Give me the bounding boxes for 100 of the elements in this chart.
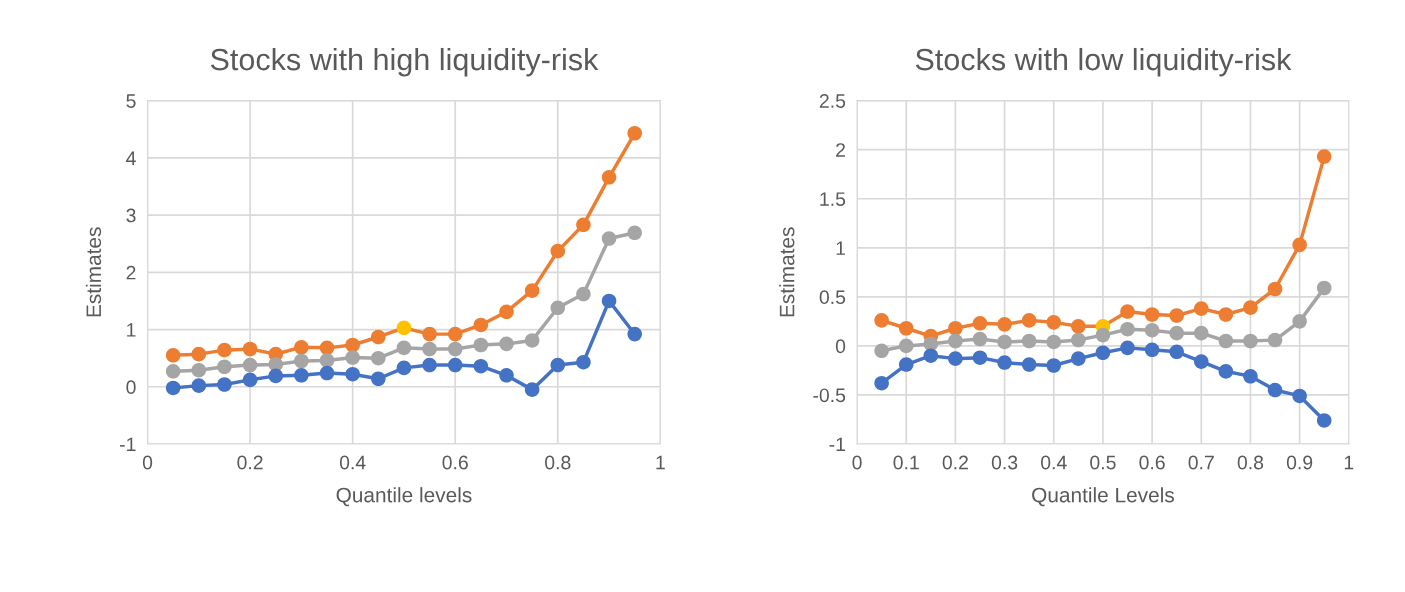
point — [1316, 280, 1332, 296]
x-tick-label: 0 — [852, 455, 862, 470]
point — [319, 353, 335, 368]
point — [972, 331, 988, 347]
point — [1120, 340, 1135, 356]
point — [627, 225, 642, 241]
point — [1267, 281, 1283, 297]
point — [898, 320, 914, 336]
y-tick-label: 0.5 — [819, 290, 846, 305]
point — [576, 354, 591, 370]
point — [165, 380, 181, 396]
point — [1193, 354, 1209, 369]
x-tick-label: 0.9 — [1286, 455, 1313, 470]
point — [242, 341, 258, 357]
x-axis-title: Quantile levels — [336, 487, 472, 507]
point — [1046, 334, 1062, 350]
point — [345, 337, 360, 353]
point — [1021, 333, 1037, 349]
point — [447, 357, 463, 373]
point — [1243, 333, 1258, 349]
point — [217, 359, 232, 375]
point — [1046, 358, 1062, 373]
y-tick-label: 1 — [127, 323, 136, 337]
x-tick-label: 0 — [142, 455, 153, 470]
point — [874, 375, 889, 391]
point — [371, 329, 386, 345]
x-tick-label: 0.1 — [893, 455, 919, 470]
point — [1193, 301, 1209, 316]
y-tick-label: 2 — [836, 143, 845, 157]
point — [499, 336, 514, 352]
point — [948, 351, 963, 366]
y-axis-title: Estimates — [85, 227, 102, 317]
x-tick-label: 0.4 — [1041, 455, 1067, 470]
point — [447, 326, 463, 342]
point — [396, 340, 412, 356]
point — [1071, 332, 1086, 348]
point — [997, 334, 1012, 350]
point — [242, 357, 258, 373]
point — [948, 320, 963, 336]
point — [898, 338, 914, 354]
point — [191, 378, 207, 393]
point — [1243, 300, 1258, 315]
point — [550, 243, 566, 259]
point — [217, 342, 232, 358]
point — [191, 346, 207, 362]
x-tick-label: 0.7 — [1188, 455, 1214, 470]
point — [923, 348, 939, 363]
point — [345, 366, 360, 382]
point — [473, 337, 489, 353]
point — [165, 364, 181, 379]
y-axis-title: Estimates — [779, 227, 795, 317]
point — [371, 371, 386, 387]
point — [422, 341, 437, 357]
point — [1292, 237, 1307, 253]
point — [1316, 413, 1332, 428]
point — [499, 368, 514, 383]
point — [1021, 313, 1037, 328]
point — [601, 170, 617, 185]
x-tick-label: 0.2 — [237, 455, 263, 470]
y-tick-label: 1.5 — [820, 192, 846, 206]
point — [294, 353, 309, 369]
point — [524, 333, 540, 348]
x-tick-label: 1 — [1344, 455, 1354, 470]
point — [997, 355, 1012, 370]
point — [1071, 318, 1086, 334]
x-axis-title: Quantile Levels — [1032, 487, 1174, 507]
x-tick-label: 0.6 — [442, 455, 468, 470]
y-tick-label: 3 — [126, 208, 136, 223]
y-tick-label: 1 — [836, 241, 845, 255]
point — [371, 350, 386, 366]
y-tick-label: -1 — [829, 437, 845, 452]
point — [1120, 321, 1135, 337]
point — [1095, 327, 1111, 343]
point — [1193, 325, 1209, 341]
point — [1316, 149, 1332, 164]
point — [165, 348, 181, 363]
point — [499, 304, 514, 320]
point — [1144, 322, 1160, 338]
point — [874, 343, 889, 359]
point — [1267, 382, 1283, 398]
point — [524, 283, 540, 298]
chart-title: Stocks with high liquidity-risk — [210, 47, 599, 77]
point — [874, 313, 889, 328]
point — [1243, 369, 1258, 384]
point — [1292, 388, 1307, 404]
point — [1218, 333, 1234, 349]
point — [1095, 345, 1111, 361]
point — [1267, 332, 1283, 348]
point — [1218, 364, 1234, 379]
point — [294, 340, 309, 355]
point — [268, 368, 284, 384]
x-tick-label: 0.5 — [1090, 455, 1116, 470]
point — [1169, 325, 1184, 341]
point — [1169, 308, 1184, 323]
y-tick-label: 4 — [126, 151, 136, 165]
point — [191, 362, 207, 378]
point — [1021, 357, 1037, 372]
x-tick-label: 1 — [656, 455, 665, 470]
point — [422, 357, 437, 373]
point — [550, 300, 566, 316]
